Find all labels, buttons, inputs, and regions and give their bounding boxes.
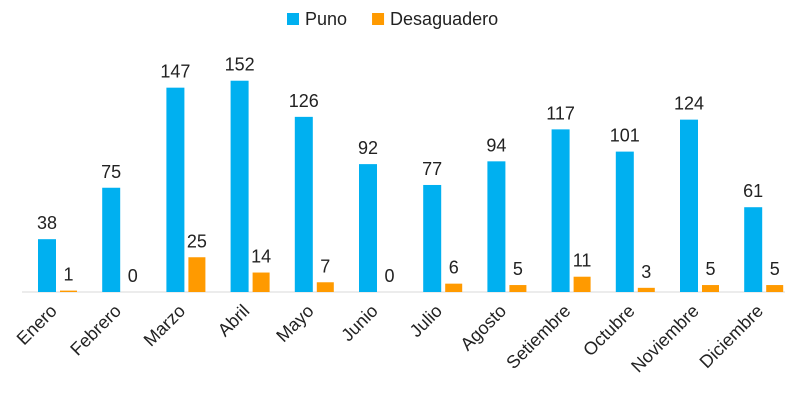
data-label: 1 <box>63 265 73 285</box>
bar <box>359 164 377 292</box>
data-label: 14 <box>251 247 271 267</box>
data-label: 5 <box>513 259 523 279</box>
x-tick-label: Enero <box>13 301 61 349</box>
bar <box>60 290 77 292</box>
bar <box>445 283 463 292</box>
data-label: 25 <box>187 231 207 251</box>
data-label: 0 <box>128 266 138 286</box>
bar <box>230 80 249 292</box>
bar <box>744 207 763 292</box>
data-label: 117 <box>546 103 575 123</box>
data-label: 3 <box>641 262 651 282</box>
x-tick-label: Mayo <box>272 301 317 346</box>
data-label: 126 <box>289 91 319 111</box>
x-tick-label: Diciembre <box>696 301 767 372</box>
data-label: 11 <box>573 251 592 271</box>
data-label: 147 <box>160 62 190 82</box>
bar <box>637 287 655 292</box>
x-tick-label: Julio <box>406 301 446 341</box>
legend-swatch <box>372 13 385 25</box>
data-label: 75 <box>101 162 121 182</box>
legend-label: Desaguadero <box>390 9 498 29</box>
data-label: 6 <box>449 258 459 278</box>
bar <box>680 119 698 292</box>
data-label: 94 <box>486 135 506 155</box>
x-tick-label: Octubre <box>579 301 638 360</box>
data-label: 38 <box>37 213 57 233</box>
bar <box>166 87 185 292</box>
data-label: 124 <box>674 94 704 114</box>
data-label: 7 <box>320 256 330 276</box>
data-label: 92 <box>358 138 378 158</box>
bar <box>766 285 784 292</box>
bar <box>615 151 634 292</box>
data-label: 0 <box>384 266 394 286</box>
bar <box>509 285 527 292</box>
data-label: 77 <box>422 159 442 179</box>
data-label: 5 <box>705 259 715 279</box>
x-tick-label: Marzo <box>140 301 190 351</box>
legend-swatch <box>287 13 299 25</box>
bar <box>38 239 56 292</box>
bar <box>702 285 719 292</box>
x-tick-label: Agosto <box>456 301 510 355</box>
x-tick-label: Febrero <box>66 301 125 360</box>
bar <box>551 129 570 292</box>
bar <box>487 161 506 292</box>
bar <box>102 187 121 292</box>
data-label: 5 <box>770 259 780 279</box>
x-tick-label: Junio <box>337 301 382 346</box>
bar <box>294 116 313 292</box>
bar <box>573 276 591 292</box>
bar <box>188 257 206 292</box>
bar <box>316 282 334 292</box>
data-label: 152 <box>225 55 255 75</box>
x-tick-label: Setiembre <box>502 301 574 373</box>
legend-label: Puno <box>305 9 347 29</box>
data-label: 101 <box>610 126 640 146</box>
x-tick-label: Noviembre <box>627 301 703 377</box>
bar <box>252 272 270 292</box>
x-tick-label: Abril <box>214 301 254 341</box>
data-label: 61 <box>743 181 763 201</box>
bar <box>423 184 442 292</box>
